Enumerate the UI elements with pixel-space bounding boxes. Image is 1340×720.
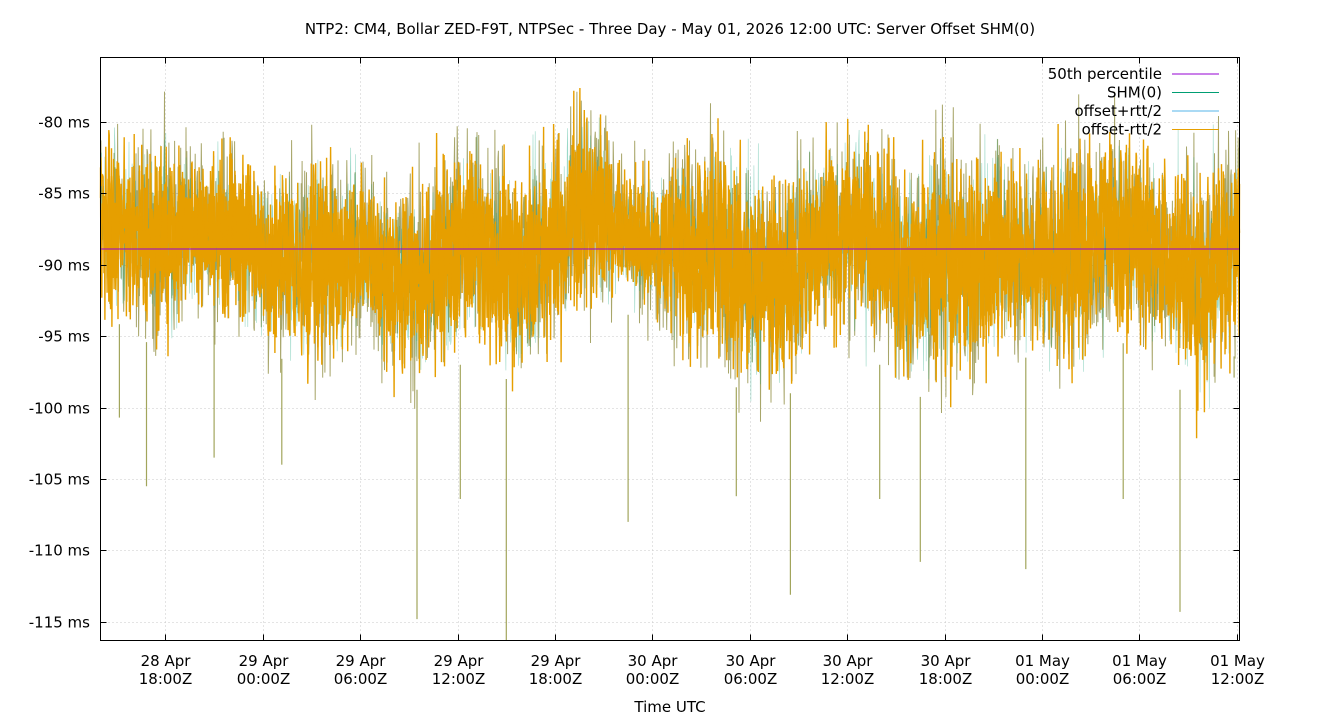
y-tick-label: -115 ms [29,614,90,632]
x-tick-label: 18:00Z [139,670,193,688]
y-tick-label: -80 ms [38,114,90,132]
y-tick-label: -95 ms [38,328,90,346]
x-tick-label: 18:00Z [919,670,973,688]
legend: 50th percentileSHM(0)offset+rtt/2offset-… [1048,65,1219,139]
x-tick-label: 29 Apr [239,652,290,670]
y-tick-label: -90 ms [38,257,90,275]
legend-label: SHM(0) [1107,84,1162,102]
spike-lines [118,314,1235,641]
x-tick-label: 30 Apr [823,652,874,670]
x-tick-label: 30 Apr [921,652,972,670]
series-offset-minus-rtt-line [99,109,1241,413]
legend-label: offset-rtt/2 [1082,121,1162,139]
x-tick-label: 06:00Z [1113,670,1167,688]
x-axis-label: Time UTC [633,698,705,716]
x-tick-label: 06:00Z [334,670,388,688]
x-tick-label: 01 May [1210,652,1265,670]
x-tick-label: 00:00Z [237,670,291,688]
x-tick-label: 12:00Z [821,670,875,688]
plot-frame [100,57,1240,641]
y-axis-ticks: -80 ms -85 ms -90 ms -95 ms -100 ms -105 ms -1… [29,114,1240,632]
x-tick-label: 06:00Z [724,670,778,688]
x-tick-label: 18:00Z [529,670,583,688]
chart-title: NTP2: CM4, Bollar ZED-F9T, NTPSec - Thre… [305,20,1035,38]
y-tick-label: -100 ms [29,400,90,418]
x-tick-label: 01 May [1112,652,1167,670]
legend-label: offset+rtt/2 [1074,102,1162,120]
x-tick-label: 01 May [1015,652,1070,670]
plot-series [99,87,1241,641]
x-tick-label: 30 Apr [628,652,679,670]
x-tick-label: 12:00Z [1211,670,1265,688]
x-tick-label: 00:00Z [626,670,680,688]
y-tick-label: -110 ms [29,542,90,560]
x-tick-label: 12:00Z [432,670,486,688]
legend-label: 50th percentile [1048,65,1162,83]
x-tick-label: 28 Apr [141,652,192,670]
x-tick-label: 29 Apr [434,652,485,670]
x-tick-label: 00:00Z [1016,670,1070,688]
x-tick-label: 29 Apr [531,652,582,670]
y-tick-label: -85 ms [38,185,90,203]
x-tick-label: 29 Apr [336,652,387,670]
y-tick-label: -105 ms [29,471,90,489]
x-tick-label: 30 Apr [726,652,777,670]
